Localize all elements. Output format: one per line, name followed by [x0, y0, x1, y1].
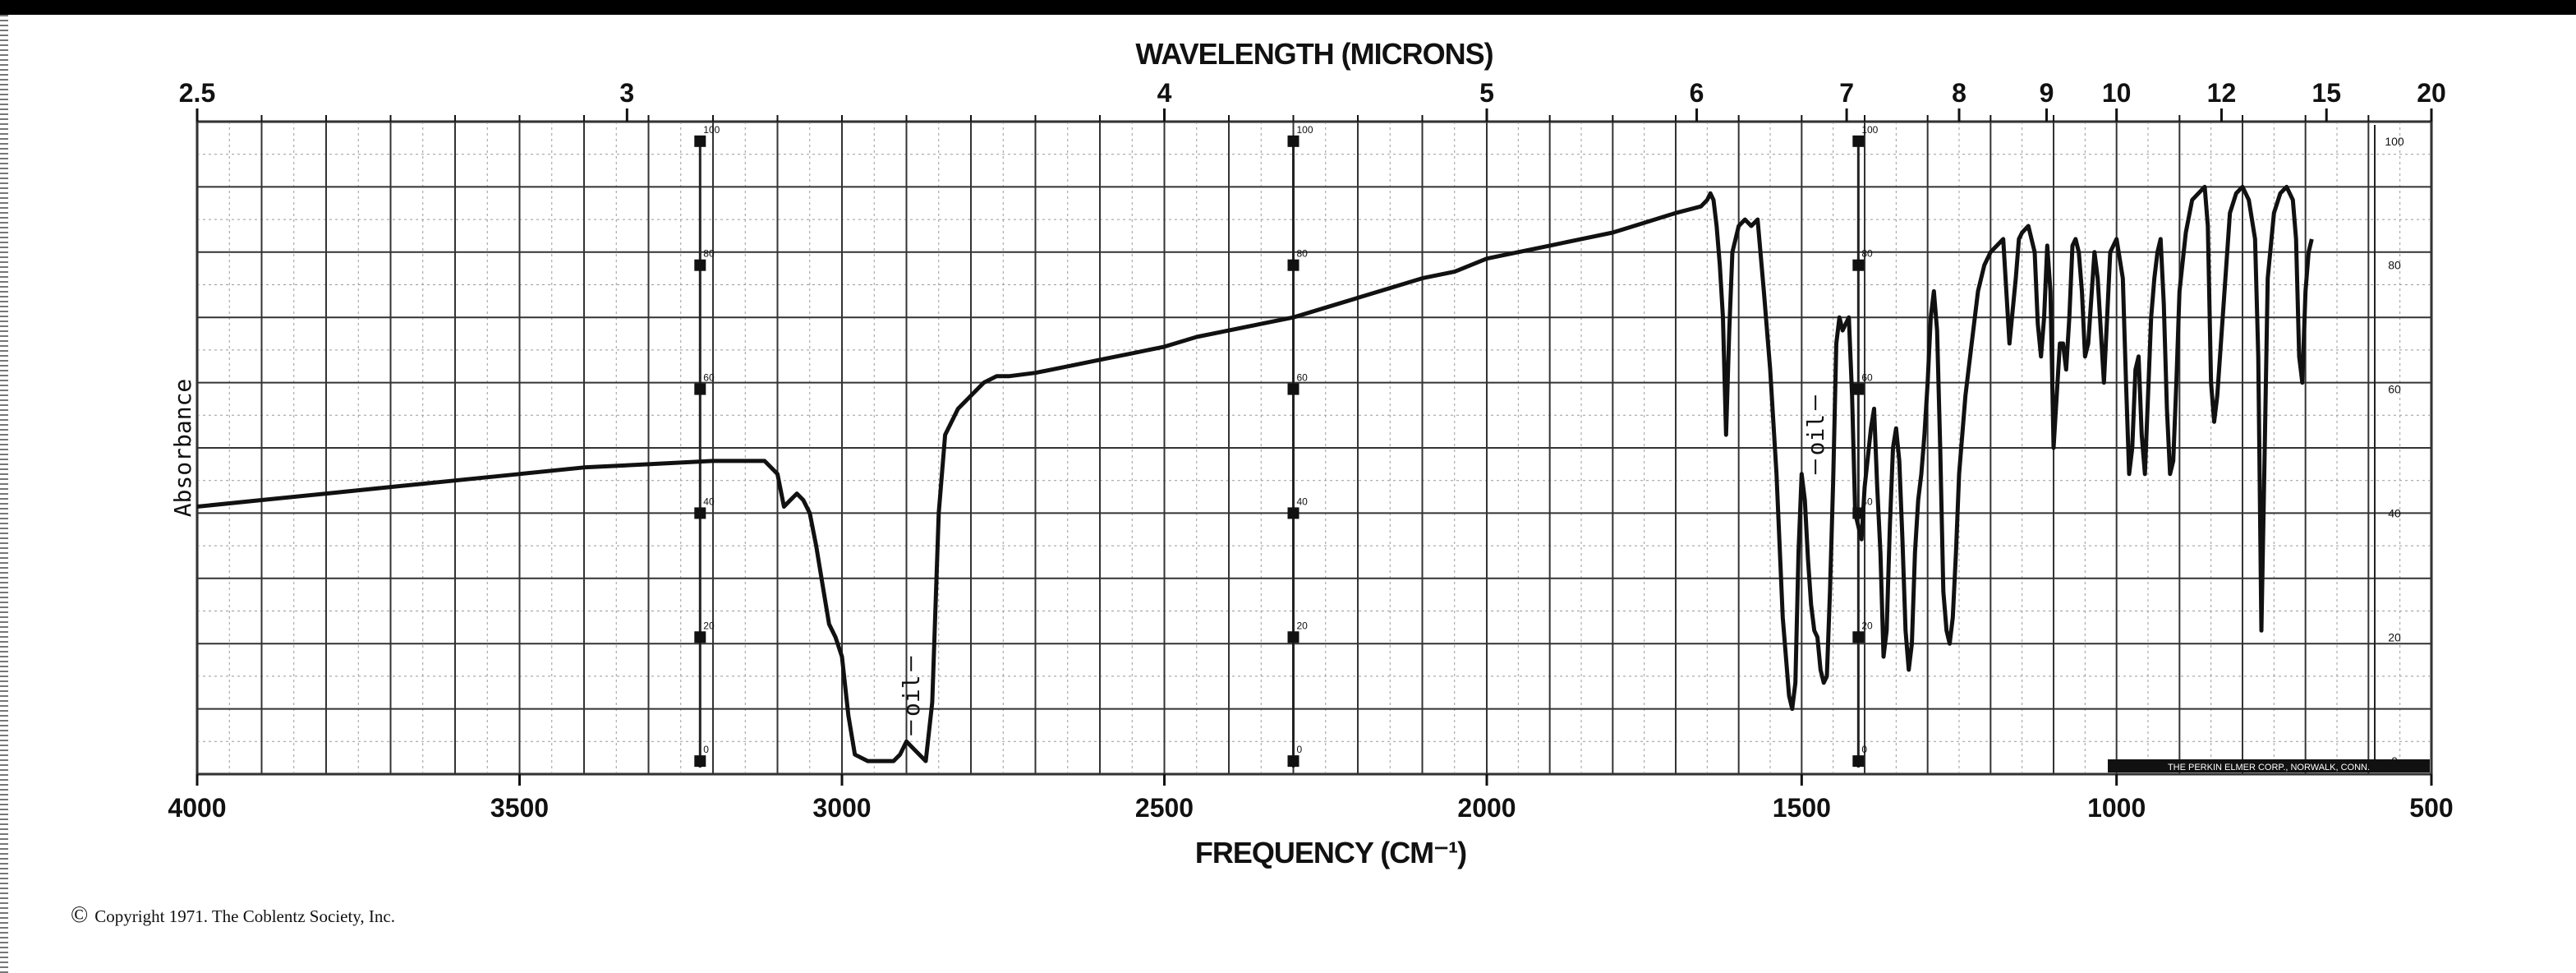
right-scale-label: 100	[2385, 135, 2404, 148]
scale-column-label: 20	[1861, 620, 1873, 631]
scale-column-label: 80	[1297, 248, 1309, 260]
wavelength-tick-label: 3	[619, 78, 634, 108]
wavelength-tick-label: 12	[2207, 78, 2237, 108]
major-gridlines	[196, 121, 2432, 775]
oil-annotation-text: oil	[898, 675, 925, 717]
scale-column-label: 100	[1297, 124, 1313, 136]
scale-column-mark	[694, 755, 706, 768]
scale-column-mark	[1287, 507, 1300, 519]
frequency-tick-label: 3000	[812, 793, 871, 823]
copyright-symbol: ©	[71, 902, 89, 928]
wavelength-tick-label: 15	[2312, 78, 2341, 108]
scale-column-mark	[1852, 259, 1865, 271]
wavelength-tick-label: 9	[2040, 78, 2054, 108]
scale-column-mark	[694, 135, 706, 147]
minor-gridlines	[197, 122, 2431, 774]
scale-column-mark	[1287, 259, 1300, 271]
scale-column-label: 80	[1861, 248, 1873, 260]
frequency-axis-ticks: 4000 3500 3000 2500 2000 1500 1000 500	[168, 774, 2454, 823]
copyright-notice: © Copyright 1971. The Coblentz Society, I…	[71, 902, 395, 929]
scale-column-label: 60	[1861, 372, 1873, 384]
scale-column-label: 80	[703, 248, 715, 260]
scale-column-mark	[1852, 631, 1865, 643]
y-axis-label: Absorbance	[169, 379, 196, 518]
frequency-tick-label: 2500	[1135, 793, 1194, 823]
scale-column-mark	[694, 383, 706, 395]
scale-column-mark	[694, 507, 706, 519]
scale-column-mark	[1287, 135, 1300, 147]
frequency-tick-label: 3500	[490, 793, 549, 823]
scale-column-mark	[1852, 135, 1865, 147]
scale-column-label: 0	[1861, 744, 1867, 755]
scale-column-mark	[1287, 383, 1300, 395]
absorbance-scale-columns: 100 80 60 40 20 0 100 80 60 40 20 0 100 80 60 40 20 0 100 8…	[694, 124, 2404, 768]
scale-column-label: 100	[1861, 124, 1878, 136]
scale-column-mark	[1852, 383, 1865, 395]
wavelength-axis-title: WAVELENGTH (MICRONS)	[1135, 37, 1493, 71]
oil-annotation: oil	[898, 656, 925, 736]
right-scale-label: 40	[2388, 506, 2401, 519]
wavelength-tick-label: 7	[1839, 78, 1854, 108]
scale-column-label: 20	[1297, 620, 1309, 631]
oil-annotation: oil	[1802, 395, 1829, 475]
copyright-text: Copyright 1971. The Coblentz Society, In…	[94, 906, 395, 926]
oil-annotation-text: oil	[1802, 414, 1829, 456]
scale-column-label: 100	[703, 124, 720, 136]
frequency-tick-label: 2000	[1457, 793, 1516, 823]
manufacturer-strip	[2108, 759, 2430, 772]
scale-column-mark	[694, 631, 706, 643]
manufacturer-note: THE PERKIN ELMER CORP., NORWALK, CONN.	[2168, 763, 2370, 772]
wavelength-tick-label: 2.5	[179, 78, 215, 108]
right-scale-label: 80	[2388, 259, 2401, 272]
scale-column-mark	[1287, 631, 1300, 643]
wavelength-tick-label: 8	[1952, 78, 1966, 108]
scale-column-label: 0	[1297, 744, 1303, 755]
frequency-tick-label: 1500	[1773, 793, 1831, 823]
wavelength-tick-label: 6	[1690, 78, 1704, 108]
scale-column-label: 40	[703, 496, 715, 507]
wavelength-tick-label: 5	[1479, 78, 1494, 108]
scale-column-label: 60	[703, 372, 715, 384]
right-scale-label: 60	[2388, 383, 2401, 396]
left-scan-edge	[0, 15, 8, 973]
scale-column-label: 60	[1297, 372, 1309, 384]
spectrum-line	[196, 184, 2314, 763]
top-border-band	[0, 0, 2576, 15]
scale-column-label: 0	[703, 744, 709, 755]
frequency-tick-label: 1000	[2087, 793, 2146, 823]
scale-column-mark	[1852, 755, 1865, 768]
scale-column-label: 20	[703, 620, 715, 631]
scale-column-mark	[694, 259, 706, 271]
scale-column-label: 40	[1297, 496, 1309, 507]
scale-column-mark	[1287, 755, 1300, 768]
frequency-tick-label: 4000	[168, 793, 226, 823]
frequency-axis-title: FREQUENCY (CM⁻¹)	[1195, 836, 1466, 869]
wavelength-tick-label: 4	[1157, 78, 1172, 108]
frequency-tick-label: 500	[2409, 793, 2453, 823]
chart-annotations: oil oil	[898, 395, 1829, 736]
right-scale-label: 20	[2388, 630, 2401, 643]
wavelength-axis-ticks: 2.5 3 4 5 6 7 8 9 10 12 15 20	[179, 78, 2446, 122]
wavelength-tick-label: 10	[2102, 78, 2132, 108]
wavelength-tick-label: 20	[2417, 78, 2446, 108]
